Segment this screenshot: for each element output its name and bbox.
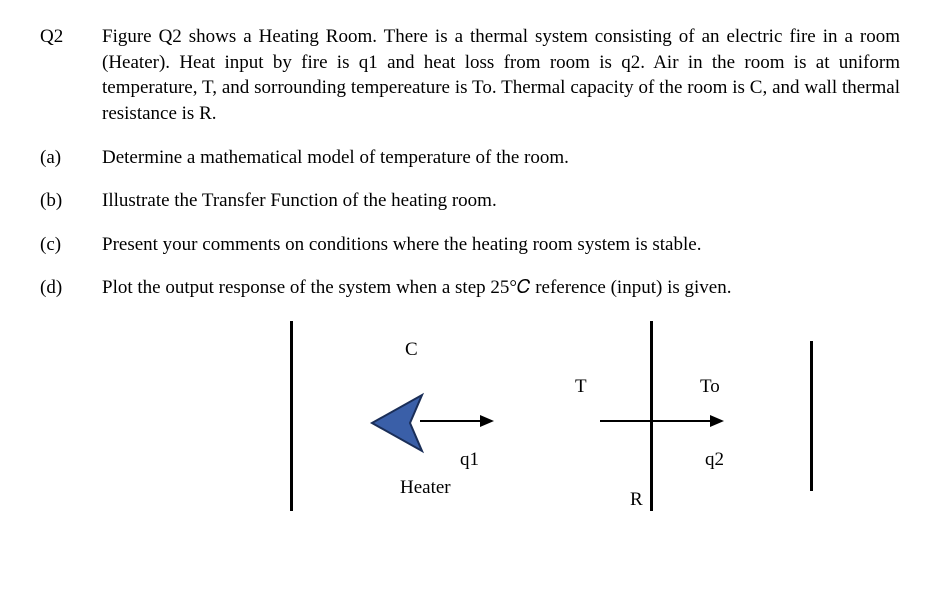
wall-line-left (290, 321, 293, 511)
part-text: Determine a mathematical model of temper… (102, 145, 900, 171)
page: Q2 Figure Q2 shows a Heating Room. There… (0, 0, 940, 614)
wall-line-right (810, 341, 813, 491)
arrow-q1 (420, 411, 495, 431)
question-row: Q2 Figure Q2 shows a Heating Room. There… (40, 24, 900, 127)
label-r: R (630, 489, 643, 511)
part-label: (b) (40, 188, 102, 214)
label-heater: Heater (400, 477, 451, 499)
figure-q2: C T To q1 q2 Heater R (270, 321, 830, 521)
label-q1: q1 (460, 449, 479, 471)
label-t: T (575, 376, 587, 398)
question-prompt: Figure Q2 shows a Heating Room. There is… (102, 24, 900, 127)
part-d-row: (d) Plot the output response of the syst… (40, 275, 900, 301)
part-text: Present your comments on conditions wher… (102, 232, 900, 258)
part-text: Plot the output response of the system w… (102, 275, 900, 301)
part-text: Illustrate the Transfer Function of the … (102, 188, 900, 214)
part-label: (c) (40, 232, 102, 258)
part-c-row: (c) Present your comments on conditions … (40, 232, 900, 258)
part-label: (d) (40, 275, 102, 301)
part-a-row: (a) Determine a mathematical model of te… (40, 145, 900, 171)
question-number: Q2 (40, 24, 102, 127)
label-c: C (405, 339, 418, 361)
label-to: To (700, 376, 720, 398)
part-b-row: (b) Illustrate the Transfer Function of … (40, 188, 900, 214)
arrow-q2 (600, 411, 725, 431)
label-q2: q2 (705, 449, 724, 471)
part-label: (a) (40, 145, 102, 171)
